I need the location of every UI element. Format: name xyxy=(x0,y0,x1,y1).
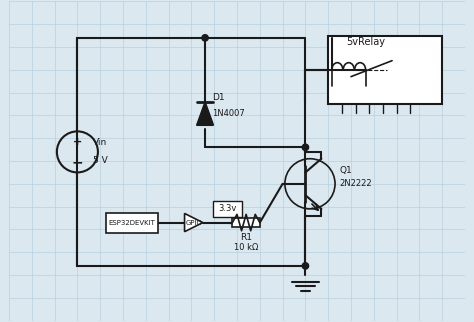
FancyBboxPatch shape xyxy=(106,213,158,232)
Text: 1N4007: 1N4007 xyxy=(212,109,245,118)
FancyBboxPatch shape xyxy=(213,201,243,217)
Circle shape xyxy=(302,144,309,150)
Text: 2N2222: 2N2222 xyxy=(339,179,372,188)
Text: +: + xyxy=(73,137,82,147)
Circle shape xyxy=(202,35,208,41)
Text: R1: R1 xyxy=(240,232,252,242)
Polygon shape xyxy=(197,102,213,125)
Circle shape xyxy=(302,263,309,269)
Text: 3.3v: 3.3v xyxy=(219,204,237,213)
FancyBboxPatch shape xyxy=(232,218,260,227)
FancyBboxPatch shape xyxy=(328,36,442,104)
Text: −: − xyxy=(72,155,83,169)
Polygon shape xyxy=(184,213,203,232)
Text: Vin: Vin xyxy=(93,138,108,147)
Text: D1: D1 xyxy=(212,93,225,102)
Text: Q1: Q1 xyxy=(339,166,352,175)
Text: ESP32DEVKIT: ESP32DEVKIT xyxy=(109,220,155,226)
Text: GPIO: GPIO xyxy=(185,220,202,226)
Text: 5 V: 5 V xyxy=(93,156,108,166)
Text: 5vRelay: 5vRelay xyxy=(346,37,385,47)
Text: 10 kΩ: 10 kΩ xyxy=(234,243,258,252)
